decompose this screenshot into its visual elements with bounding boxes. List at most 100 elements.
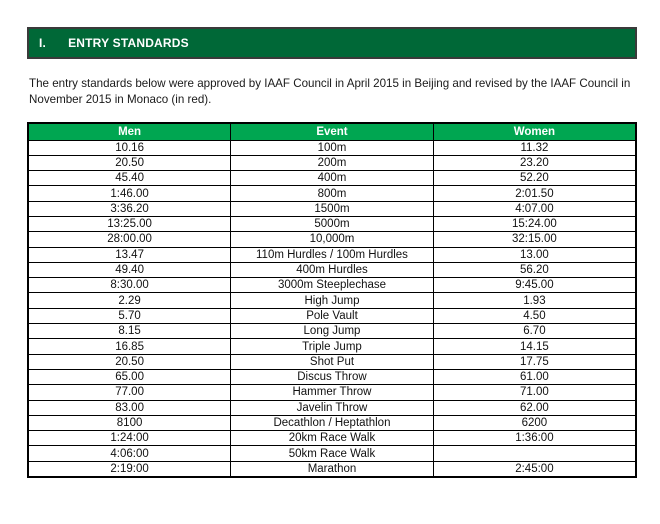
women-standard-cell: 56.20 xyxy=(432,261,637,279)
event-name-cell: Javelin Throw xyxy=(230,399,434,416)
table-row: 77.00 Hammer Throw 71.00 xyxy=(27,384,637,401)
women-standard-cell: 14.15 xyxy=(432,338,637,355)
women-standard-cell: 13.00 xyxy=(432,246,637,263)
women-standard-cell: 4:07.00 xyxy=(432,200,637,217)
table-row: 2.29 High Jump 1.93 xyxy=(27,292,637,309)
table-row: 4:06:00 50km Race Walk xyxy=(27,445,637,462)
event-name-cell: Discus Throw xyxy=(230,368,434,386)
event-name-cell: Pole Vault xyxy=(230,307,434,325)
men-standard-cell: 1:46.00 xyxy=(27,185,232,202)
women-standard-cell: 1.93 xyxy=(432,292,637,309)
event-name-cell: 20km Race Walk xyxy=(230,430,434,447)
section-title: ENTRY STANDARDS xyxy=(68,36,189,50)
event-name-cell: Decathlon / Heptathlon xyxy=(230,414,434,432)
column-header-women: Women xyxy=(432,122,637,141)
women-standard-cell: 11.32 xyxy=(432,139,637,156)
men-standard-cell: 28:00.00 xyxy=(27,231,232,248)
event-name-cell: 1500m xyxy=(230,200,434,217)
women-standard-cell: 17.75 xyxy=(432,353,637,370)
men-standard-cell: 8:30.00 xyxy=(27,277,232,294)
men-standard-cell: 4:06:00 xyxy=(27,445,232,462)
women-standard-cell: 15:24.00 xyxy=(432,215,637,233)
women-standard-cell: 32:15.00 xyxy=(432,231,637,248)
table-row: 65.00 Discus Throw 61.00 xyxy=(27,368,637,386)
standards-table-body: 10.16 100m 11.32 20.50 200m 23.20 45.40 … xyxy=(27,139,637,478)
event-name-cell: 100m xyxy=(230,139,434,156)
event-name-cell: 3000m Steeplechase xyxy=(230,277,434,294)
table-row: 28:00.00 10,000m 32:15.00 xyxy=(27,231,637,248)
table-row: 10.16 100m 11.32 xyxy=(27,139,637,156)
event-name-cell: 400m Hurdles xyxy=(230,261,434,279)
men-standard-cell: 49.40 xyxy=(27,261,232,279)
intro-paragraph: The entry standards below were approved … xyxy=(29,77,631,106)
women-standard-cell: 2:45:00 xyxy=(432,460,637,478)
event-name-cell: Marathon xyxy=(230,460,434,478)
entry-standards-table: Men Event Women 10.16 100m 11.32 20.50 2… xyxy=(27,122,637,478)
table-header: Men Event Women xyxy=(27,122,637,141)
women-standard-cell: 6.70 xyxy=(432,323,637,340)
event-name-cell: Long Jump xyxy=(230,323,434,340)
event-name-cell: 50km Race Walk xyxy=(230,445,434,462)
event-name-cell: 10,000m xyxy=(230,231,434,248)
event-name-cell: Hammer Throw xyxy=(230,384,434,401)
women-standard-cell: 23.20 xyxy=(432,154,637,172)
men-standard-cell: 10.16 xyxy=(27,139,232,156)
men-standard-cell: 13:25.00 xyxy=(27,215,232,233)
women-standard-cell: 52.20 xyxy=(432,170,637,187)
men-standard-cell: 13.47 xyxy=(27,246,232,263)
men-standard-cell: 65.00 xyxy=(27,368,232,386)
women-standard-cell: 71.00 xyxy=(432,384,637,401)
table-row: 83.00 Javelin Throw 62.00 xyxy=(27,399,637,416)
men-standard-cell: 16.85 xyxy=(27,338,232,355)
women-standard-cell: 62.00 xyxy=(432,399,637,416)
table-row: 13.47 110m Hurdles / 100m Hurdles 13.00 xyxy=(27,246,637,263)
event-name-cell: 200m xyxy=(230,154,434,172)
men-standard-cell: 83.00 xyxy=(27,399,232,416)
women-standard-cell xyxy=(432,445,637,462)
event-name-cell: Triple Jump xyxy=(230,338,434,355)
men-standard-cell: 20.50 xyxy=(27,154,232,172)
table-row: 1:46.00 800m 2:01.50 xyxy=(27,185,637,202)
table-row: 8:30.00 3000m Steeplechase 9:45.00 xyxy=(27,277,637,294)
table-row: 8100 Decathlon / Heptathlon 6200 xyxy=(27,414,637,432)
men-standard-cell: 20.50 xyxy=(27,353,232,370)
women-standard-cell: 9:45.00 xyxy=(432,277,637,294)
table-row: 49.40 400m Hurdles 56.20 xyxy=(27,261,637,279)
table-row: 16.85 Triple Jump 14.15 xyxy=(27,338,637,355)
event-name-cell: 5000m xyxy=(230,215,434,233)
men-standard-cell: 1:24:00 xyxy=(27,430,232,447)
table-row: 45.40 400m 52.20 xyxy=(27,170,637,187)
men-standard-cell: 77.00 xyxy=(27,384,232,401)
men-standard-cell: 8100 xyxy=(27,414,232,432)
table-row: 5.70 Pole Vault 4.50 xyxy=(27,307,637,325)
event-name-cell: High Jump xyxy=(230,292,434,309)
table-row: 20.50 Shot Put 17.75 xyxy=(27,353,637,370)
table-row: 1:24:00 20km Race Walk 1:36:00 xyxy=(27,430,637,447)
column-header-event: Event xyxy=(230,122,434,141)
women-standard-cell: 6200 xyxy=(432,414,637,432)
women-standard-cell: 61.00 xyxy=(432,368,637,386)
event-name-cell: 110m Hurdles / 100m Hurdles xyxy=(230,246,434,263)
column-header-men: Men xyxy=(27,122,232,141)
event-name-cell: 400m xyxy=(230,170,434,187)
men-standard-cell: 2.29 xyxy=(27,292,232,309)
men-standard-cell: 5.70 xyxy=(27,307,232,325)
men-standard-cell: 8.15 xyxy=(27,323,232,340)
event-name-cell: 800m xyxy=(230,185,434,202)
section-number: I. xyxy=(39,36,47,50)
table-row: 8.15 Long Jump 6.70 xyxy=(27,323,637,340)
table-header-row: Men Event Women xyxy=(27,122,637,141)
men-standard-cell: 45.40 xyxy=(27,170,232,187)
table-row: 2:19:00 Marathon 2:45:00 xyxy=(27,460,637,478)
women-standard-cell: 2:01.50 xyxy=(432,185,637,202)
men-standard-cell: 3:36.20 xyxy=(27,200,232,217)
table-row: 13:25.00 5000m 15:24.00 xyxy=(27,215,637,233)
event-name-cell: Shot Put xyxy=(230,353,434,370)
table-row: 3:36.20 1500m 4:07.00 xyxy=(27,200,637,217)
women-standard-cell: 4.50 xyxy=(432,307,637,325)
men-standard-cell: 2:19:00 xyxy=(27,460,232,478)
section-header-bar: I. ENTRY STANDARDS xyxy=(27,27,637,59)
women-standard-cell: 1:36:00 xyxy=(432,430,637,447)
table-row: 20.50 200m 23.20 xyxy=(27,154,637,172)
